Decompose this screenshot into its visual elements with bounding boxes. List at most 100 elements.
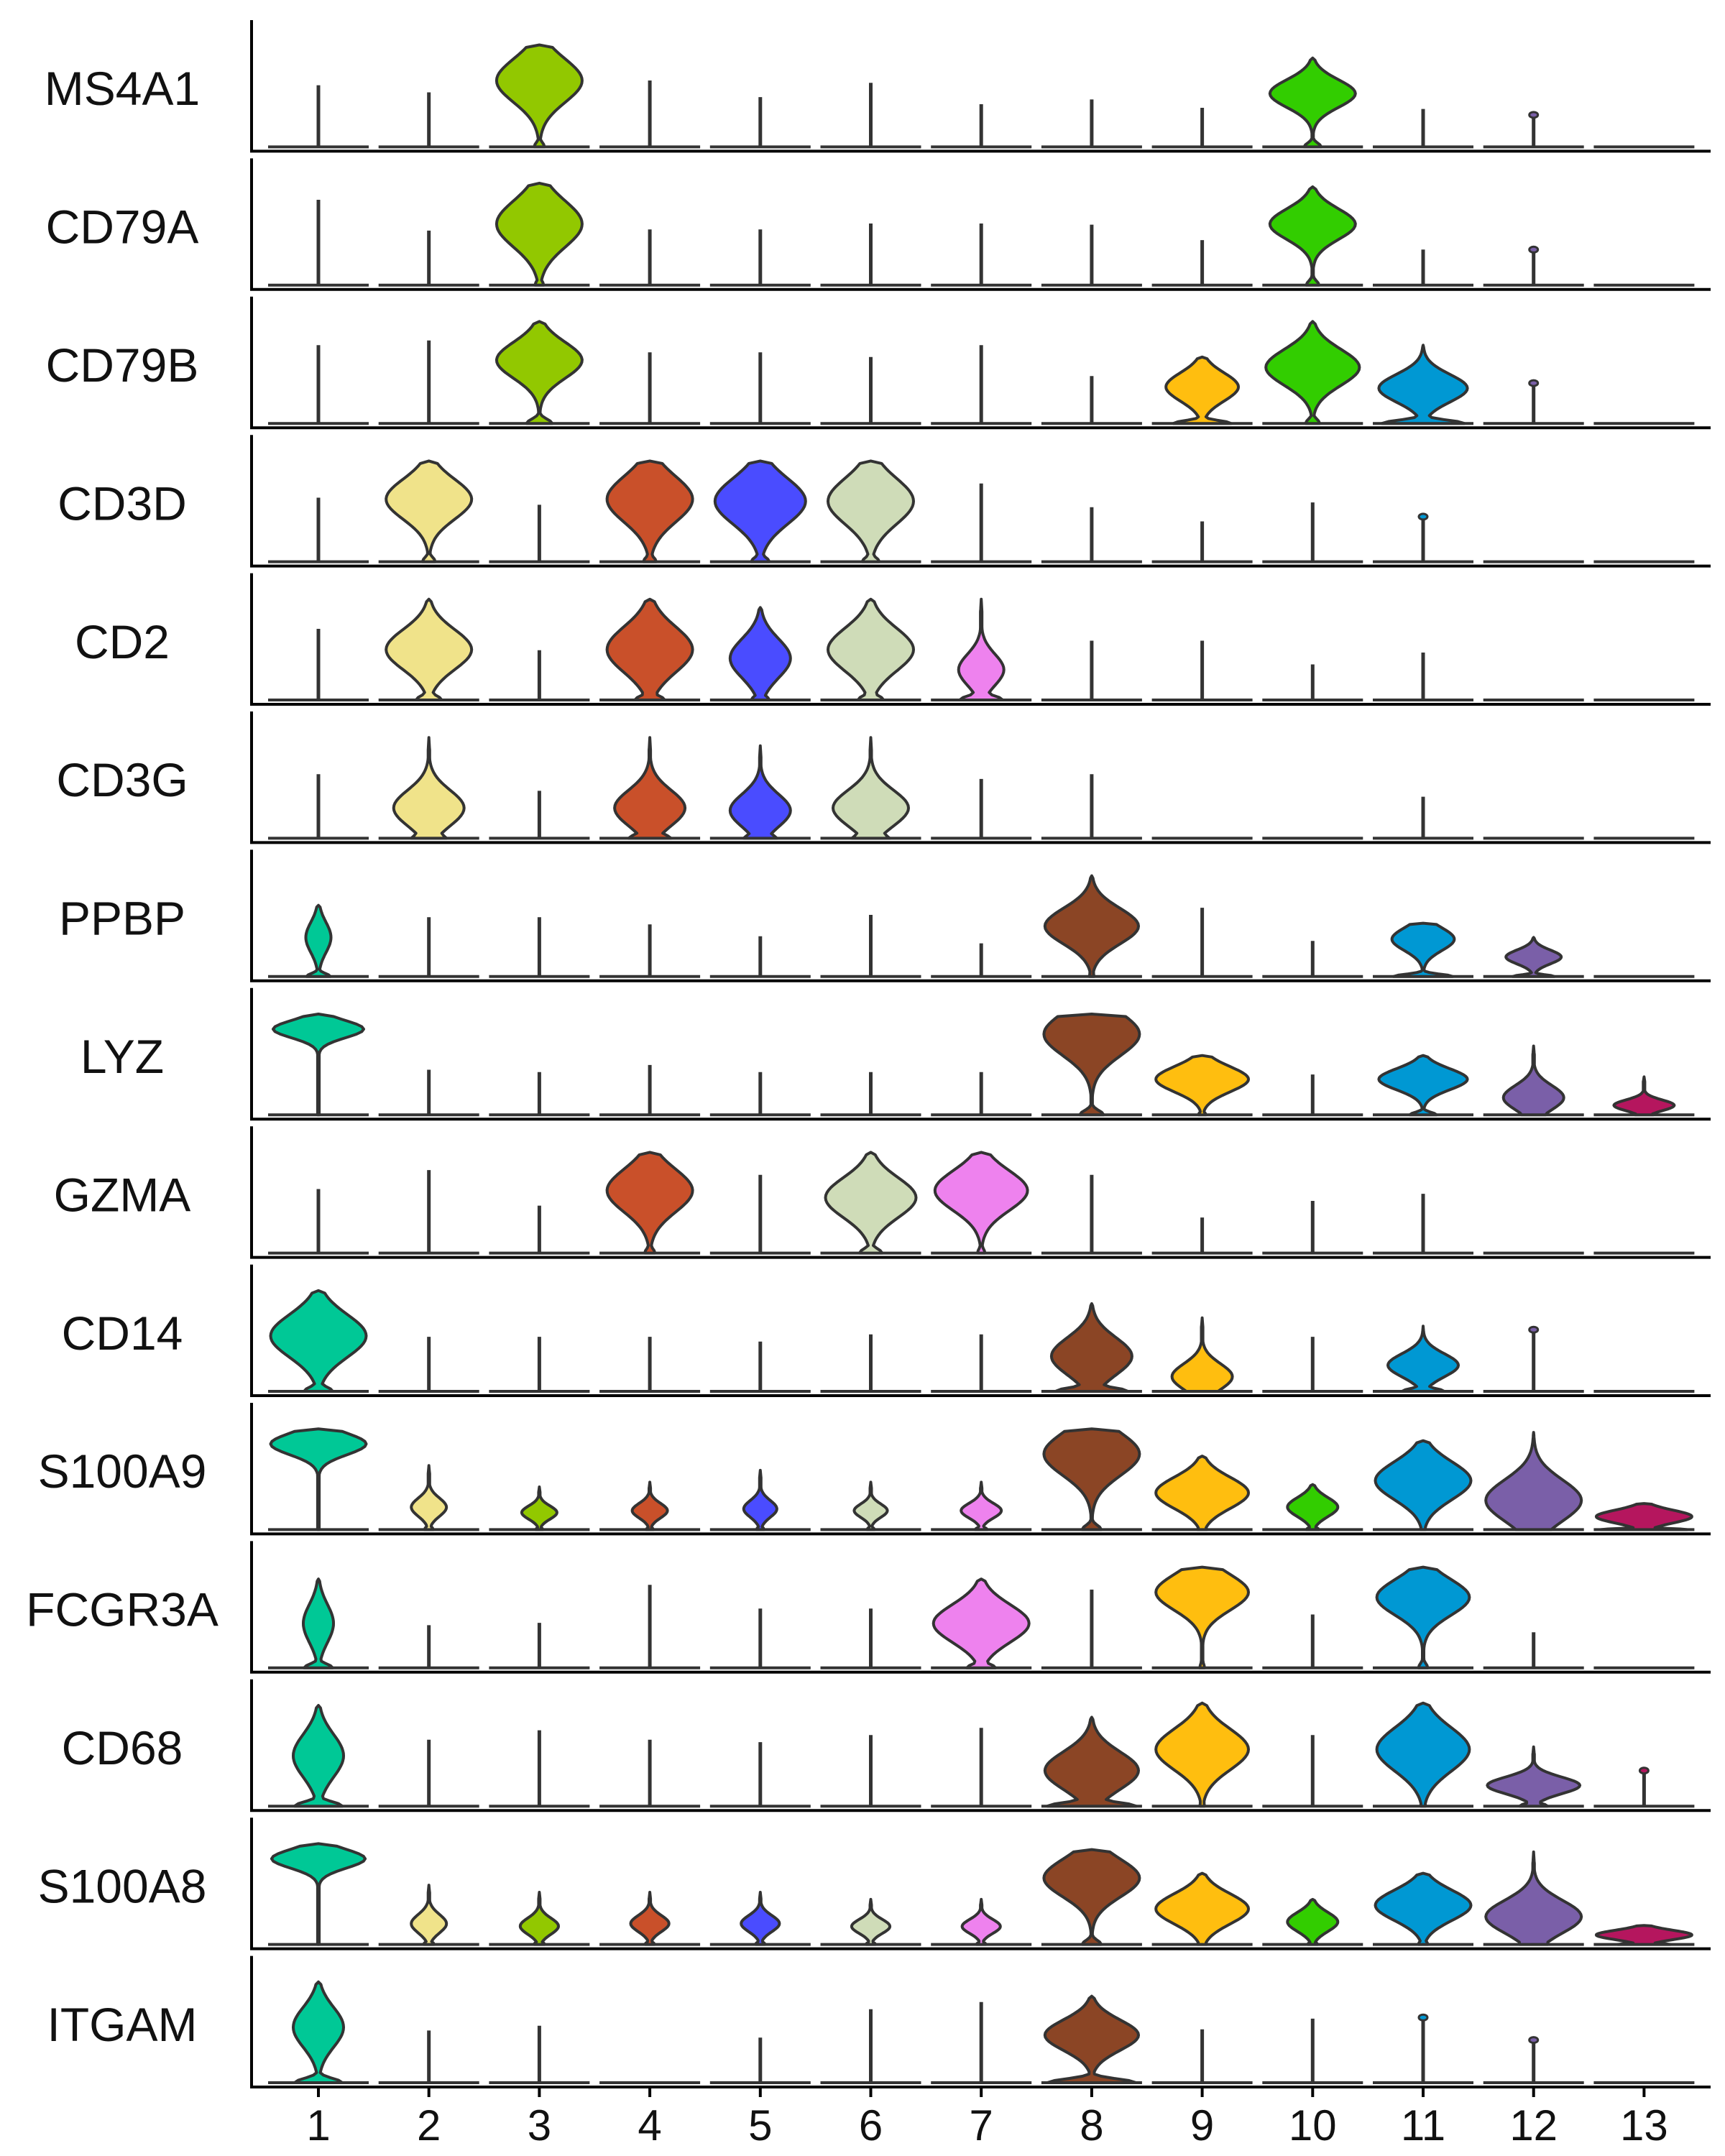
violin-cluster-1	[292, 1704, 345, 1808]
violin-cluster-8	[1042, 1848, 1141, 1946]
violin-cluster-12	[1501, 1044, 1565, 1117]
x-tick-label: 5	[748, 2101, 772, 2150]
violin-cluster-6	[850, 1897, 892, 1946]
x-tick-label: 13	[1620, 2101, 1668, 2150]
violin-tip-marker	[1528, 2036, 1540, 2045]
gene-label: FCGR3A	[26, 1583, 218, 1636]
violin-cluster-4	[613, 736, 687, 840]
violin-cluster-1	[304, 903, 333, 978]
violin-cluster-9	[1170, 1316, 1234, 1393]
violin-cluster-12	[1504, 936, 1563, 978]
gene-label: LYZ	[80, 1030, 164, 1083]
violin-cluster-1	[269, 1289, 368, 1393]
violin-cluster-11	[1374, 1871, 1473, 1946]
gene-label: CD79B	[46, 338, 199, 392]
gene-label: CD3G	[56, 753, 188, 806]
violin-cluster-3	[494, 320, 584, 425]
gene-label: CD79A	[46, 201, 199, 254]
violin-cluster-9	[1154, 1054, 1250, 1117]
x-tick-label: 4	[638, 2101, 661, 2150]
violin-cluster-12	[1486, 1745, 1582, 1808]
x-tick-label: 7	[970, 2101, 993, 2150]
gene-label: S100A8	[38, 1859, 207, 1912]
violin-cluster-11	[1374, 1439, 1473, 1531]
gene-panel: CD14	[62, 1264, 1711, 1397]
gene-label: S100A9	[38, 1445, 207, 1498]
x-tick-label: 2	[417, 2101, 441, 2150]
violin-cluster-2	[410, 1464, 448, 1531]
violin-cluster-2	[385, 597, 474, 701]
violin-cluster-4	[605, 459, 694, 563]
violin-cluster-12	[1484, 1850, 1583, 1946]
gene-label: GZMA	[54, 1168, 191, 1221]
x-tick-label: 10	[1289, 2101, 1337, 2150]
violin-cluster-3	[494, 43, 584, 149]
violin-cluster-11	[1375, 1565, 1471, 1669]
violin-tip-marker	[1638, 1766, 1650, 1775]
gene-panel: ITGAM	[47, 1955, 1711, 2088]
violin-tip-marker	[1417, 512, 1429, 521]
violin-cluster-8	[1042, 1427, 1141, 1531]
violin-cluster-9	[1154, 1701, 1250, 1808]
violin-cluster-8	[1043, 1715, 1140, 1808]
violin-cluster-4	[630, 1480, 669, 1531]
violin-cluster-11	[1377, 1054, 1469, 1117]
violin-cluster-2	[385, 459, 474, 563]
violin-cluster-7	[932, 1577, 1031, 1669]
violin-cluster-9	[1164, 355, 1240, 425]
gene-label: ITGAM	[47, 1998, 198, 2051]
violin-cluster-2	[392, 736, 466, 840]
violin-tip-marker	[1528, 379, 1540, 387]
gene-label: CD68	[62, 1721, 183, 1774]
violin-cluster-11	[1377, 344, 1469, 425]
violin-cluster-9	[1154, 1871, 1250, 1946]
gene-panel: CD2	[75, 573, 1711, 706]
violin-cluster-9	[1154, 1565, 1250, 1669]
violin-cluster-7	[960, 1897, 1002, 1946]
x-axis: 1 2 3 4 5 6 7 8 9 10 11 12 13	[306, 2087, 1668, 2150]
x-tick-label: 8	[1080, 2101, 1103, 2150]
gene-label: MS4A1	[45, 62, 200, 115]
violin-cluster-10	[1264, 320, 1361, 425]
violin-cluster-4	[629, 1891, 671, 1946]
violin-cluster-6	[827, 597, 915, 701]
violin-cluster-6	[824, 1151, 918, 1255]
x-tick-label: 12	[1509, 2101, 1558, 2150]
violin-cluster-3	[520, 1485, 558, 1531]
gene-label: CD14	[62, 1307, 183, 1360]
violin-cluster-7	[960, 1480, 1003, 1531]
violin-cluster-1	[269, 1427, 368, 1531]
gene-panel: GZMA	[54, 1126, 1711, 1259]
gene-label: CD3D	[58, 476, 187, 530]
x-tick-label: 9	[1190, 2101, 1214, 2150]
violin-cluster-8	[1042, 1013, 1141, 1117]
x-tick-label: 1	[306, 2101, 330, 2150]
violin-cluster-3	[494, 181, 584, 287]
violin-cluster-11	[1390, 921, 1456, 978]
violin-cluster-5	[742, 1468, 778, 1531]
x-tick-label: 11	[1401, 2101, 1445, 2150]
violin-cluster-10	[1268, 56, 1357, 149]
violin-cluster-5	[713, 459, 807, 563]
violin-cluster-11	[1386, 1325, 1460, 1393]
gene-panels: MS4A1 CD79A CD79B CD3D CD2 CD3G PPBP LYZ GZMA CD1…	[26, 20, 1711, 2088]
violin-cluster-10	[1268, 185, 1357, 287]
gene-panel: LYZ	[80, 987, 1711, 1121]
violin-cluster-13	[1612, 1075, 1676, 1117]
violin-cluster-1	[270, 1842, 367, 1946]
x-tick-label: 6	[859, 2101, 883, 2150]
violin-cluster-1	[272, 1013, 365, 1117]
violin-cluster-12	[1484, 1431, 1583, 1531]
gene-panel: PPBP	[59, 849, 1711, 982]
violin-cluster-1	[302, 1577, 335, 1669]
violin-cluster-8	[1049, 1302, 1133, 1393]
violin-cluster-10	[1286, 1483, 1340, 1531]
gene-panel: CD68	[62, 1679, 1711, 1812]
violin-cluster-8	[1043, 874, 1140, 978]
violin-cluster-9	[1154, 1455, 1250, 1531]
violin-cluster-4	[605, 597, 694, 701]
gene-panel: CD79A	[46, 158, 1711, 291]
x-tick-label: 3	[528, 2101, 551, 2150]
violin-cluster-6	[827, 459, 915, 563]
